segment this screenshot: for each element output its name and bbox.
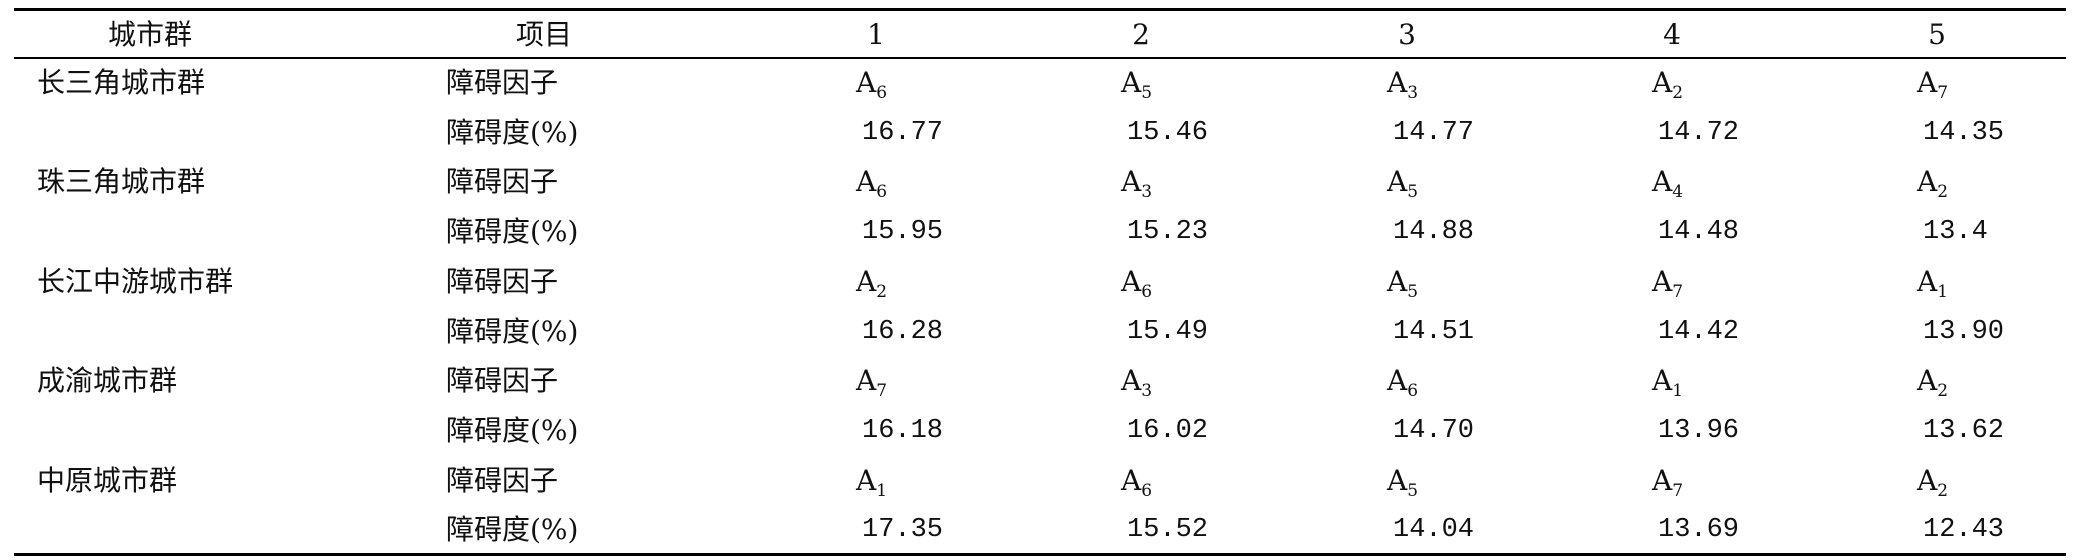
factor-cell: A1 bbox=[1652, 364, 1684, 402]
factor-cell: A2 bbox=[1652, 66, 1684, 103]
factor-cell: A7 bbox=[1652, 463, 1684, 501]
degree-cell: 14.35 bbox=[1923, 117, 2005, 148]
factor-cell: A7 bbox=[1917, 66, 1949, 103]
factor-cell: A1 bbox=[856, 463, 888, 501]
factor-cell: A1 bbox=[1917, 264, 1949, 302]
item-label: 障碍度(%) bbox=[446, 413, 579, 447]
degree-cell: 16.18 bbox=[862, 415, 944, 446]
degree-cell: 13.90 bbox=[1923, 316, 2005, 347]
degree-cell: 13.69 bbox=[1658, 515, 1740, 546]
degree-cell: 14.72 bbox=[1658, 117, 1740, 148]
item-label: 障碍度(%) bbox=[446, 215, 579, 249]
factor-cell: A2 bbox=[1917, 165, 1949, 203]
header-rule bbox=[14, 57, 2066, 59]
degree-cell: 13.96 bbox=[1658, 415, 1740, 446]
item-label: 障碍度(%) bbox=[446, 115, 579, 149]
header-cell: 城市群 bbox=[107, 18, 193, 51]
factor-cell: A2 bbox=[856, 264, 888, 302]
degree-cell: 16.28 bbox=[862, 316, 944, 347]
degree-cell: 14.04 bbox=[1393, 515, 1475, 546]
degree-cell: 12.43 bbox=[1923, 515, 2005, 546]
top-rule bbox=[14, 8, 2066, 11]
degree-cell: 16.02 bbox=[1127, 415, 1209, 446]
header-cell: 2 bbox=[1132, 18, 1150, 51]
header-cell: 3 bbox=[1398, 18, 1416, 51]
degree-cell: 15.49 bbox=[1127, 316, 1209, 347]
factor-cell: A3 bbox=[1121, 364, 1153, 402]
item-label: 障碍因子 bbox=[446, 463, 559, 497]
group-name: 中原城市群 bbox=[37, 463, 178, 497]
degree-cell: 16.77 bbox=[862, 117, 944, 148]
header-cell: 1 bbox=[867, 18, 885, 51]
factor-cell: A7 bbox=[856, 364, 888, 402]
factor-cell: A6 bbox=[1121, 264, 1153, 302]
group-name: 长三角城市群 bbox=[37, 66, 206, 99]
factor-cell: A4 bbox=[1652, 165, 1684, 203]
item-label: 障碍因子 bbox=[446, 66, 559, 99]
factor-cell: A3 bbox=[1121, 165, 1153, 203]
factor-cell: A5 bbox=[1387, 165, 1419, 203]
factor-cell: A6 bbox=[856, 66, 888, 103]
degree-cell: 14.88 bbox=[1393, 217, 1475, 248]
group-name: 成渝城市群 bbox=[37, 364, 178, 398]
factor-cell: A6 bbox=[1121, 463, 1153, 501]
factor-cell: A7 bbox=[1652, 264, 1684, 302]
item-label: 障碍因子 bbox=[446, 364, 559, 398]
group-name: 珠三角城市群 bbox=[37, 165, 206, 199]
group-name: 长江中游城市群 bbox=[37, 264, 234, 298]
item-label: 障碍度(%) bbox=[446, 513, 579, 547]
header-cell: 项目 bbox=[515, 18, 573, 51]
degree-cell: 17.35 bbox=[862, 515, 944, 546]
factor-cell: A2 bbox=[1917, 364, 1949, 402]
item-label: 障碍因子 bbox=[446, 165, 559, 199]
degree-cell: 14.70 bbox=[1393, 415, 1475, 446]
degree-cell: 15.95 bbox=[862, 217, 944, 248]
degree-cell: 14.48 bbox=[1658, 217, 1740, 248]
item-label: 障碍因子 bbox=[446, 264, 559, 298]
degree-cell: 15.46 bbox=[1127, 117, 1209, 148]
factor-cell: A5 bbox=[1387, 264, 1419, 302]
header-cell: 4 bbox=[1663, 18, 1681, 51]
degree-cell: 14.77 bbox=[1393, 117, 1475, 148]
bottom-rule bbox=[14, 553, 2066, 556]
degree-cell: 13.4 bbox=[1923, 217, 1988, 248]
degree-cell: 13.62 bbox=[1923, 415, 2005, 446]
degree-cell: 14.51 bbox=[1393, 316, 1475, 347]
factor-cell: A6 bbox=[1387, 364, 1419, 402]
degree-cell: 15.23 bbox=[1127, 217, 1209, 248]
header-cell: 5 bbox=[1928, 18, 1946, 51]
degree-cell: 15.52 bbox=[1127, 515, 1209, 546]
item-label: 障碍度(%) bbox=[446, 314, 579, 348]
factor-cell: A3 bbox=[1387, 66, 1419, 103]
factor-cell: A5 bbox=[1387, 463, 1419, 501]
factor-cell: A5 bbox=[1121, 66, 1153, 103]
factor-cell: A6 bbox=[856, 165, 888, 203]
factor-cell: A2 bbox=[1917, 463, 1949, 501]
degree-cell: 14.42 bbox=[1658, 316, 1740, 347]
